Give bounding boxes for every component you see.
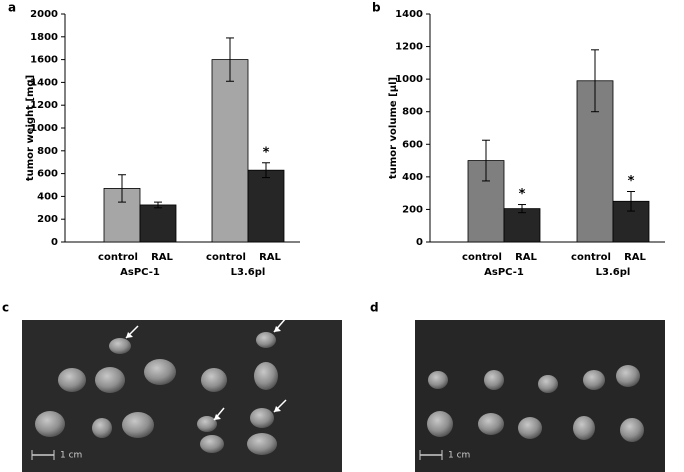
arrow-head: [214, 414, 221, 420]
arrow-head: [274, 406, 281, 412]
tumor: [616, 365, 640, 387]
y-tick-label: 1800: [30, 32, 58, 43]
panel-label: d: [370, 301, 379, 315]
tumor: [427, 411, 453, 437]
y-tick-label: 400: [402, 172, 423, 183]
y-tick-label: 400: [37, 191, 58, 202]
panel-label: a: [8, 1, 16, 15]
tumor: [92, 418, 112, 438]
error-bar: [262, 162, 270, 179]
error-bar: [518, 204, 526, 214]
arrow-head: [126, 332, 133, 338]
significance: *: [628, 174, 635, 189]
y-tick-label: 1400: [395, 9, 423, 20]
error-bar: [482, 139, 490, 182]
tumor: [484, 370, 504, 390]
y-axis-title: tumor weight [mg]: [25, 75, 36, 181]
y-tick-label: 1000: [30, 123, 58, 134]
y-axis-title: tumor volume [µl]: [388, 77, 399, 179]
tumor: [620, 418, 644, 442]
error-bar: [154, 201, 162, 209]
tumor: [144, 359, 176, 385]
y-tick-label: 1600: [30, 55, 58, 66]
tumor: [122, 412, 154, 438]
y-tick-label: 200: [37, 214, 58, 225]
scale-bar: 1 cm: [31, 450, 82, 461]
panel-label: c: [2, 301, 9, 315]
error-bar: [226, 37, 234, 82]
error-bar: [118, 174, 126, 203]
x-tick-label: control: [206, 252, 246, 263]
x-tick-label: control: [571, 252, 611, 263]
y-tick-label: 0: [416, 237, 423, 248]
significance: *: [519, 187, 526, 202]
bar: [139, 204, 177, 243]
y-tick-label: 800: [37, 146, 58, 157]
tumor: [95, 367, 125, 393]
scale-label: 1 cm: [448, 451, 470, 461]
error-bar: [591, 49, 599, 113]
tumor: [254, 362, 278, 390]
y-tick-label: 1400: [30, 77, 58, 88]
tumor: [583, 370, 605, 390]
tumor: [200, 435, 224, 453]
x-tick-label: RAL: [151, 252, 173, 263]
y-tick-label: 600: [402, 139, 423, 150]
bar: [247, 169, 285, 243]
y-tick-label: 1200: [395, 42, 423, 53]
tumor: [573, 416, 595, 440]
tumor: [201, 368, 227, 392]
x-tick-label: control: [98, 252, 138, 263]
tumor: [109, 338, 131, 354]
y-tick-label: 800: [402, 107, 423, 118]
y-tick-label: 200: [402, 204, 423, 215]
photo-c: [22, 320, 342, 472]
y-tick-label: 600: [37, 169, 58, 180]
tumor: [538, 375, 558, 393]
tumor: [35, 411, 65, 437]
x-tick-label: RAL: [624, 252, 646, 263]
photo-d: [415, 320, 665, 472]
scale-label: 1 cm: [60, 451, 82, 461]
x-tick-label: RAL: [259, 252, 281, 263]
significance: *: [263, 145, 270, 160]
y-tick-label: 1000: [395, 74, 423, 85]
x-tick-label: control: [462, 252, 502, 263]
y-tick-label: 2000: [30, 9, 58, 20]
tumor: [247, 433, 277, 455]
tumor: [256, 332, 276, 348]
error-bar: [627, 191, 635, 212]
scale-bar: 1 cm: [419, 450, 470, 461]
y-tick-label: 0: [51, 237, 58, 248]
bar: [211, 59, 249, 243]
group-label: L3.6pl: [231, 267, 266, 278]
arrow-head: [274, 326, 281, 332]
tumor: [197, 416, 217, 432]
group-label: AsPC-1: [120, 267, 160, 278]
y-tick-label: 1200: [30, 100, 58, 111]
tumor: [58, 368, 86, 392]
group-label: L3.6pl: [596, 267, 631, 278]
tumor: [250, 408, 274, 428]
group-label: AsPC-1: [484, 267, 524, 278]
panel-label: b: [372, 1, 381, 15]
tumor: [478, 413, 504, 435]
x-tick-label: RAL: [515, 252, 537, 263]
tumor: [428, 371, 448, 389]
bar: [503, 208, 541, 243]
tumor: [518, 417, 542, 439]
